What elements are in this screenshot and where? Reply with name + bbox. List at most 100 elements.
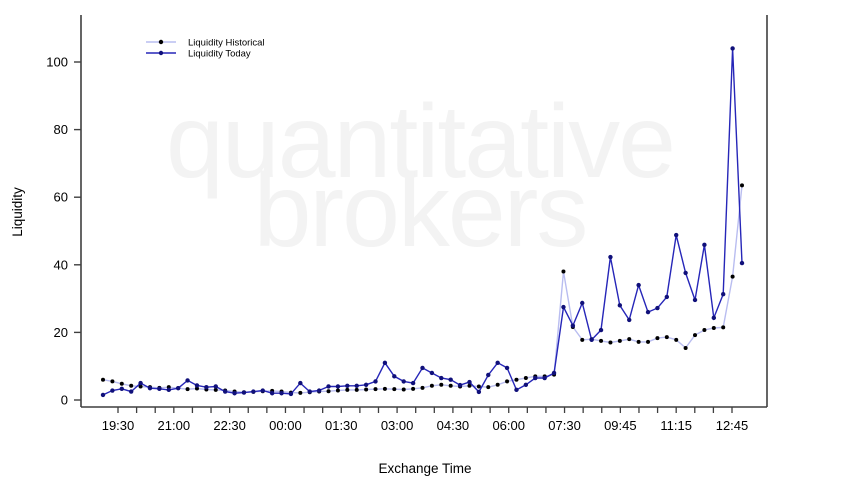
data-point <box>213 387 218 392</box>
data-point <box>486 385 491 390</box>
legend-item-today-label: Liquidity Today <box>188 49 251 60</box>
data-point <box>570 323 576 328</box>
data-point <box>561 269 566 274</box>
data-point <box>467 383 472 388</box>
data-point <box>101 377 105 382</box>
data-point <box>194 383 200 388</box>
data-point <box>702 328 707 333</box>
y-tick-label: 20 <box>54 325 68 340</box>
data-point <box>119 386 124 392</box>
data-point <box>664 294 670 300</box>
data-point <box>175 385 181 391</box>
data-point <box>204 384 209 390</box>
data-point <box>674 232 679 238</box>
data-point <box>599 338 604 343</box>
data-point <box>702 242 707 248</box>
data-point <box>598 327 604 333</box>
data-point <box>420 385 425 390</box>
data-point <box>486 372 491 378</box>
data-point <box>373 379 378 384</box>
data-point <box>354 383 359 389</box>
data-point <box>646 339 651 344</box>
data-series <box>100 46 745 398</box>
data-point <box>110 388 115 393</box>
data-point <box>335 384 341 389</box>
y-tick-label: 80 <box>54 122 68 137</box>
data-point <box>439 382 444 387</box>
data-point <box>354 387 359 392</box>
data-point <box>476 384 481 389</box>
data-point <box>439 375 444 381</box>
data-point <box>533 375 538 381</box>
x-tick-label: 12:45 <box>716 418 749 433</box>
data-point <box>335 388 340 393</box>
axes: 0 20 40 60 80 100 19:30 21:00 22:30 00:00 01:30 03:… <box>46 15 768 433</box>
data-point <box>523 382 529 387</box>
data-point <box>213 384 218 389</box>
x-tick-label: 11:15 <box>660 418 692 433</box>
y-tick-label: 40 <box>54 257 68 272</box>
data-point <box>364 387 369 392</box>
series-line-historical <box>102 185 743 394</box>
x-tick-label: 00:00 <box>269 418 302 433</box>
data-point <box>514 387 519 393</box>
data-point <box>495 382 500 387</box>
x-tick-label: 04:30 <box>437 418 470 433</box>
legend-item-historical-marker <box>158 39 164 45</box>
data-point <box>157 386 162 392</box>
data-point <box>401 387 406 392</box>
data-point <box>411 386 416 391</box>
data-point <box>617 303 623 308</box>
data-point <box>542 375 547 381</box>
x-tick-label: 09:45 <box>604 418 637 433</box>
y-tick-label: 100 <box>46 55 68 70</box>
data-point <box>739 260 745 266</box>
data-point <box>608 340 613 345</box>
data-point <box>326 384 331 389</box>
data-point <box>147 385 153 391</box>
y-axis-title: Liquidity <box>10 187 25 237</box>
data-point <box>138 384 143 389</box>
data-point <box>185 378 190 383</box>
data-point <box>636 282 641 288</box>
data-point <box>636 339 641 344</box>
data-point <box>730 274 735 279</box>
data-point <box>129 383 134 388</box>
data-point <box>363 382 369 387</box>
data-point <box>185 387 190 392</box>
x-tick-label: 07:30 <box>548 418 581 433</box>
data-point <box>514 377 519 382</box>
data-point <box>326 389 331 394</box>
data-point <box>561 304 566 310</box>
data-point <box>382 360 388 366</box>
data-point <box>392 387 397 392</box>
x-tick-label: 19:30 <box>102 418 135 433</box>
data-point <box>279 391 284 396</box>
watermark-line1: quantitative <box>166 84 676 200</box>
data-point <box>288 391 294 397</box>
data-point <box>138 380 143 386</box>
data-point <box>627 337 632 342</box>
data-point <box>495 360 500 366</box>
data-point <box>232 391 237 396</box>
data-point <box>505 379 510 384</box>
data-point <box>608 254 613 260</box>
data-point <box>580 300 585 306</box>
x-tick-label: 03:00 <box>381 418 414 433</box>
data-point <box>721 292 726 297</box>
data-point <box>345 383 350 389</box>
data-point <box>617 338 622 343</box>
data-point <box>194 386 199 391</box>
data-point <box>655 305 660 311</box>
data-point <box>345 387 350 392</box>
data-point <box>580 337 585 342</box>
x-tick-label: 01:30 <box>325 418 358 433</box>
data-point <box>711 326 716 331</box>
data-point <box>504 365 510 371</box>
data-point <box>692 297 698 303</box>
data-point <box>448 383 453 388</box>
data-point <box>429 383 434 388</box>
data-point <box>730 46 735 51</box>
